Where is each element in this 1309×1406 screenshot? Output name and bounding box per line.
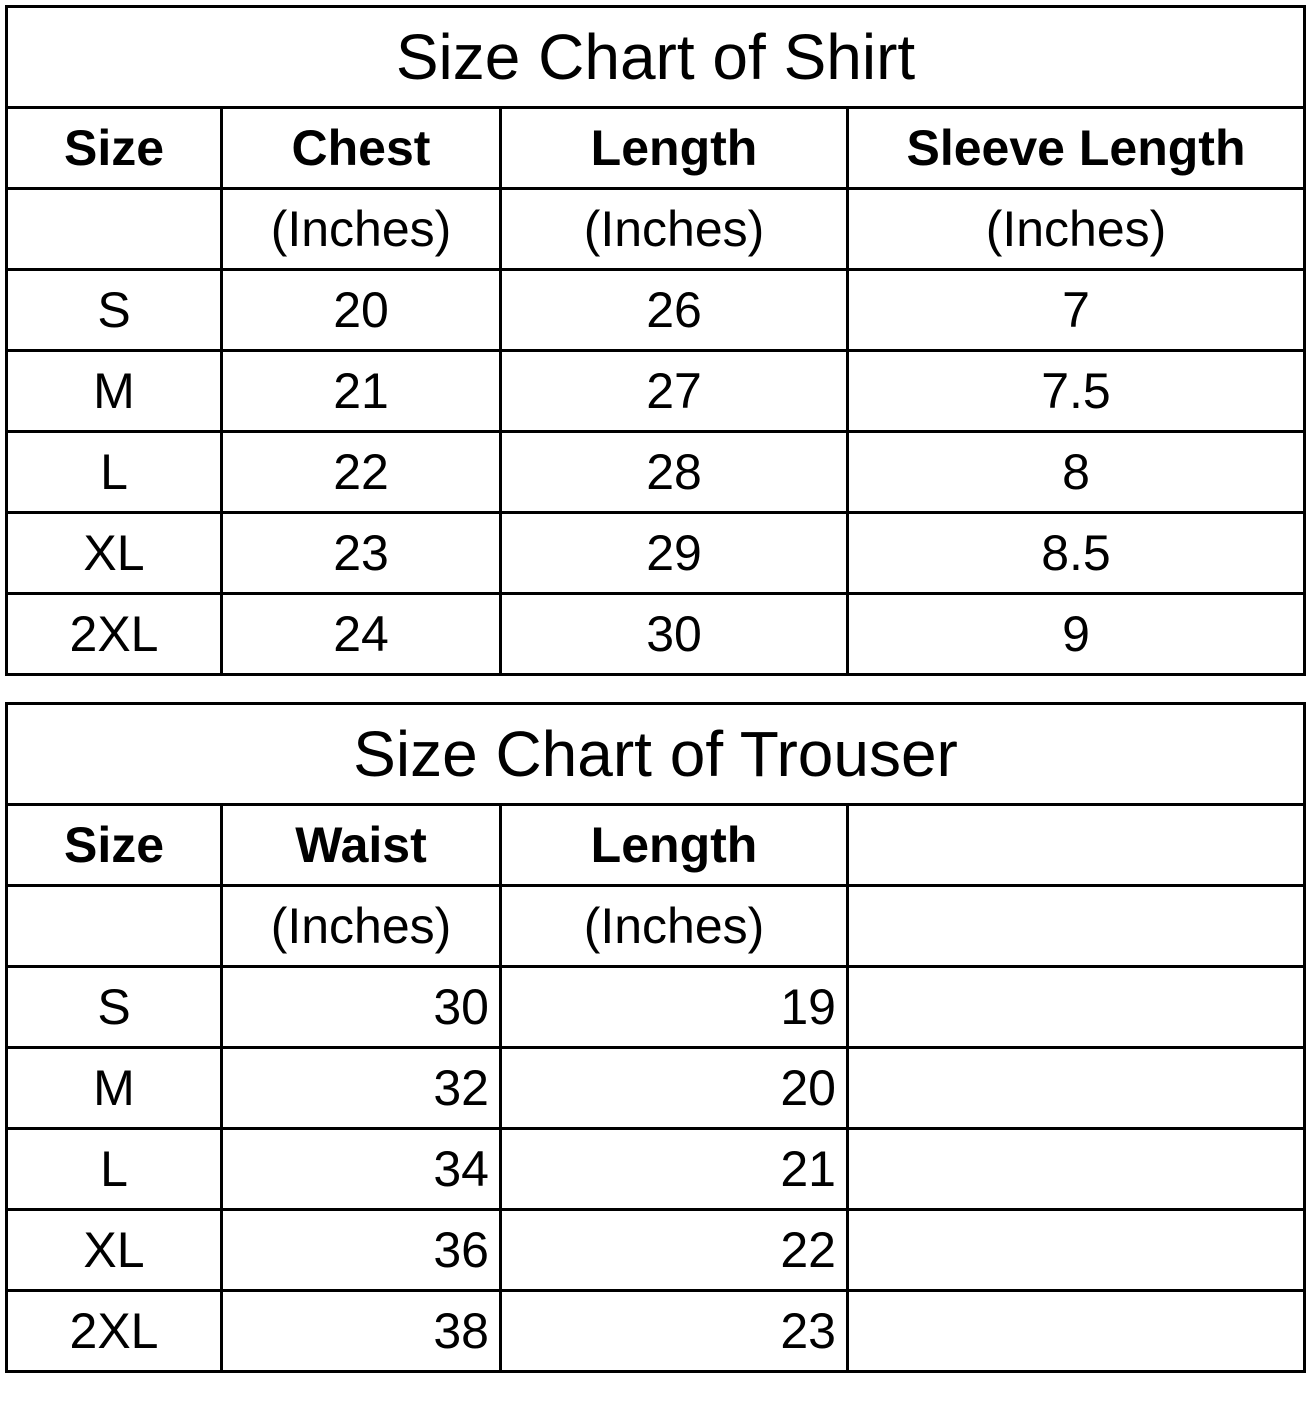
- shirt-table-row: M 21 27 7.5: [5, 349, 1306, 433]
- size-cell: M: [5, 1046, 223, 1130]
- unit-label: [5, 187, 223, 271]
- size-cell: S: [5, 268, 223, 352]
- measurement-cell: 36: [220, 1208, 502, 1292]
- measurement-cell: 7.5: [846, 349, 1306, 433]
- size-cell: L: [5, 1127, 223, 1211]
- measurement-cell: 23: [499, 1289, 849, 1373]
- size-cell: 2XL: [5, 592, 223, 676]
- measurement-cell: 21: [220, 349, 502, 433]
- measurement-cell: 28: [499, 430, 849, 514]
- unit-label: [5, 884, 223, 968]
- shirt-table-row: 2XL 24 30 9: [5, 592, 1306, 676]
- unit-label: (Inches): [220, 187, 502, 271]
- trouser-table-row: XL 36 22: [5, 1208, 1306, 1292]
- measurement-cell: 29: [499, 511, 849, 595]
- size-cell: 2XL: [5, 1289, 223, 1373]
- shirt-table-row: S 20 26 7: [5, 268, 1306, 352]
- measurement-cell: 30: [499, 592, 849, 676]
- trouser-table-row: M 32 20: [5, 1046, 1306, 1130]
- unit-label: (Inches): [846, 187, 1306, 271]
- measurement-cell: 8.5: [846, 511, 1306, 595]
- column-header: Waist: [220, 803, 502, 887]
- measurement-cell: 23: [220, 511, 502, 595]
- measurement-cell: 8: [846, 430, 1306, 514]
- measurement-cell: 30: [220, 965, 502, 1049]
- measurement-cell: 27: [499, 349, 849, 433]
- size-cell: XL: [5, 511, 223, 595]
- shirt-size-table: Size Chart of Shirt Size Chest Length Sl…: [5, 5, 1306, 676]
- trouser-table-row: L 34 21: [5, 1127, 1306, 1211]
- measurement-cell: 7: [846, 268, 1306, 352]
- trouser-table-row: 2XL 38 23: [5, 1289, 1306, 1373]
- column-header: Size: [5, 106, 223, 190]
- trouser-table-row: S 30 19: [5, 965, 1306, 1049]
- column-header: Length: [499, 803, 849, 887]
- measurement-cell: [846, 965, 1306, 1049]
- size-cell: XL: [5, 1208, 223, 1292]
- unit-label: (Inches): [499, 187, 849, 271]
- size-cell: M: [5, 349, 223, 433]
- measurement-cell: 20: [220, 268, 502, 352]
- shirt-table-row: L 22 28 8: [5, 430, 1306, 514]
- measurement-cell: 22: [499, 1208, 849, 1292]
- size-cell: S: [5, 965, 223, 1049]
- trouser-table-title: Size Chart of Trouser: [5, 702, 1306, 806]
- unit-label: (Inches): [499, 884, 849, 968]
- measurement-cell: [846, 1127, 1306, 1211]
- column-header: Size: [5, 803, 223, 887]
- column-header: [846, 803, 1306, 887]
- column-header: Length: [499, 106, 849, 190]
- trouser-size-table: Size Chart of Trouser Size Waist Length …: [5, 702, 1306, 1373]
- measurement-cell: 26: [499, 268, 849, 352]
- column-header: Sleeve Length: [846, 106, 1306, 190]
- shirt-table-row: XL 23 29 8.5: [5, 511, 1306, 595]
- measurement-cell: 20: [499, 1046, 849, 1130]
- measurement-cell: [846, 1208, 1306, 1292]
- unit-label: (Inches): [220, 884, 502, 968]
- shirt-header-row: Size Chest Length Sleeve Length: [5, 106, 1306, 190]
- measurement-cell: 34: [220, 1127, 502, 1211]
- measurement-cell: [846, 1046, 1306, 1130]
- column-header: Chest: [220, 106, 502, 190]
- measurement-cell: 19: [499, 965, 849, 1049]
- measurement-cell: 21: [499, 1127, 849, 1211]
- trouser-header-row: Size Waist Length: [5, 803, 1306, 887]
- shirt-table-title: Size Chart of Shirt: [5, 5, 1306, 109]
- measurement-cell: 22: [220, 430, 502, 514]
- measurement-cell: 38: [220, 1289, 502, 1373]
- size-cell: L: [5, 430, 223, 514]
- unit-label: [846, 884, 1306, 968]
- measurement-cell: 32: [220, 1046, 502, 1130]
- shirt-units-row: (Inches) (Inches) (Inches): [5, 187, 1306, 271]
- measurement-cell: 9: [846, 592, 1306, 676]
- trouser-units-row: (Inches) (Inches): [5, 884, 1306, 968]
- measurement-cell: 24: [220, 592, 502, 676]
- measurement-cell: [846, 1289, 1306, 1373]
